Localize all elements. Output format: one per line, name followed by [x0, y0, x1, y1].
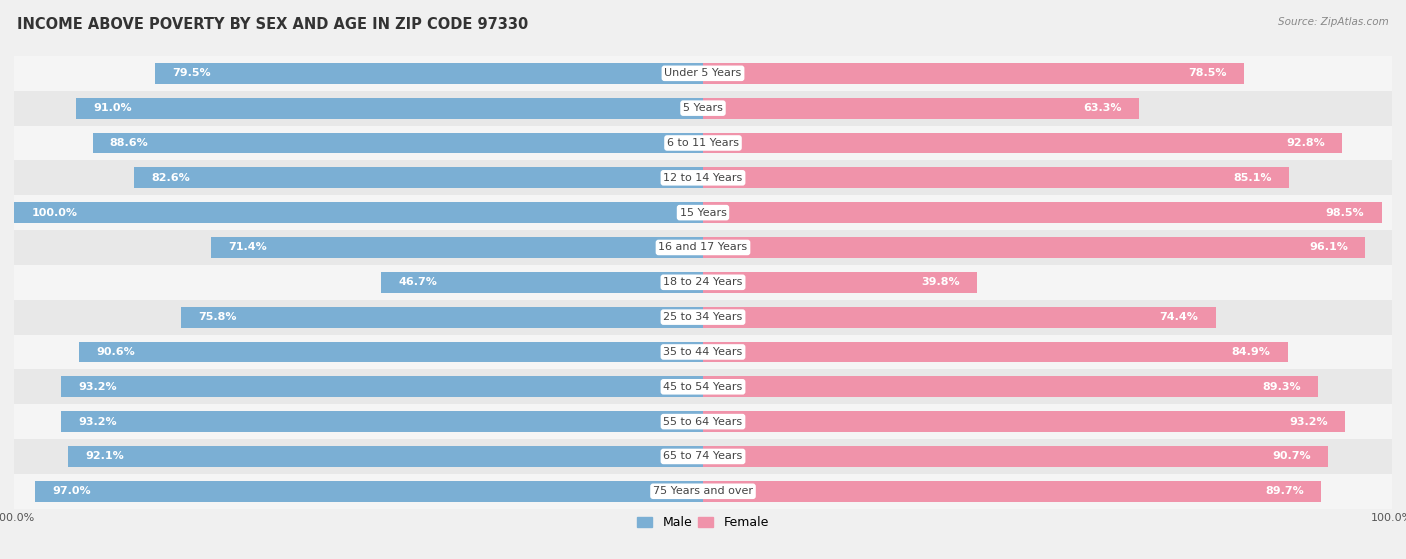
Text: 85.1%: 85.1% [1233, 173, 1272, 183]
Text: 6 to 11 Years: 6 to 11 Years [666, 138, 740, 148]
Bar [703, 376, 1319, 397]
Bar [703, 446, 1327, 467]
Text: 55 to 64 Years: 55 to 64 Years [664, 416, 742, 427]
Text: 45 to 54 Years: 45 to 54 Years [664, 382, 742, 392]
Bar [14, 91, 1392, 126]
Text: 35 to 44 Years: 35 to 44 Years [664, 347, 742, 357]
Text: 71.4%: 71.4% [228, 243, 267, 253]
Text: 90.6%: 90.6% [96, 347, 135, 357]
Text: 89.7%: 89.7% [1265, 486, 1303, 496]
Bar [14, 404, 1392, 439]
Bar [14, 202, 703, 223]
Bar [703, 132, 1343, 153]
Bar [14, 230, 1392, 265]
Bar [703, 307, 1216, 328]
Bar [35, 481, 703, 502]
Text: 65 to 74 Years: 65 to 74 Years [664, 452, 742, 461]
Text: 98.5%: 98.5% [1326, 207, 1364, 217]
Text: 90.7%: 90.7% [1272, 452, 1310, 461]
Text: 5 Years: 5 Years [683, 103, 723, 113]
Text: 75 Years and over: 75 Years and over [652, 486, 754, 496]
Text: 92.1%: 92.1% [86, 452, 125, 461]
Text: 63.3%: 63.3% [1084, 103, 1122, 113]
Bar [181, 307, 703, 328]
Text: 18 to 24 Years: 18 to 24 Years [664, 277, 742, 287]
Text: 93.2%: 93.2% [79, 416, 117, 427]
Bar [14, 126, 1392, 160]
Bar [14, 56, 1392, 91]
Bar [703, 98, 1139, 119]
Bar [14, 439, 1392, 474]
Text: 97.0%: 97.0% [52, 486, 90, 496]
Bar [703, 481, 1322, 502]
Text: 88.6%: 88.6% [110, 138, 149, 148]
Bar [381, 272, 703, 293]
Bar [69, 446, 703, 467]
Bar [703, 63, 1244, 84]
Text: 93.2%: 93.2% [1289, 416, 1327, 427]
Legend: Male, Female: Male, Female [633, 511, 773, 534]
Text: 93.2%: 93.2% [79, 382, 117, 392]
Text: 89.3%: 89.3% [1263, 382, 1301, 392]
Bar [14, 369, 1392, 404]
Text: 16 and 17 Years: 16 and 17 Years [658, 243, 748, 253]
Text: 75.8%: 75.8% [198, 312, 236, 322]
Bar [14, 334, 1392, 369]
Bar [134, 167, 703, 188]
Bar [93, 132, 703, 153]
Text: INCOME ABOVE POVERTY BY SEX AND AGE IN ZIP CODE 97330: INCOME ABOVE POVERTY BY SEX AND AGE IN Z… [17, 17, 529, 32]
Text: 12 to 14 Years: 12 to 14 Years [664, 173, 742, 183]
Bar [14, 195, 1392, 230]
Text: 84.9%: 84.9% [1232, 347, 1271, 357]
Text: Source: ZipAtlas.com: Source: ZipAtlas.com [1278, 17, 1389, 27]
Text: 46.7%: 46.7% [398, 277, 437, 287]
Bar [60, 376, 703, 397]
Text: 92.8%: 92.8% [1286, 138, 1324, 148]
Bar [703, 202, 1382, 223]
Text: 82.6%: 82.6% [152, 173, 190, 183]
Bar [211, 237, 703, 258]
Text: 91.0%: 91.0% [93, 103, 132, 113]
Text: 96.1%: 96.1% [1309, 243, 1348, 253]
Text: 78.5%: 78.5% [1188, 68, 1226, 78]
Text: 74.4%: 74.4% [1160, 312, 1198, 322]
Text: 100.0%: 100.0% [31, 207, 77, 217]
Bar [14, 160, 1392, 195]
Bar [703, 167, 1289, 188]
Text: 79.5%: 79.5% [173, 68, 211, 78]
Text: 39.8%: 39.8% [921, 277, 960, 287]
Bar [703, 237, 1365, 258]
Bar [703, 411, 1346, 432]
Bar [703, 342, 1288, 362]
Text: 25 to 34 Years: 25 to 34 Years [664, 312, 742, 322]
Bar [79, 342, 703, 362]
Bar [14, 474, 1392, 509]
Text: Under 5 Years: Under 5 Years [665, 68, 741, 78]
Bar [60, 411, 703, 432]
Bar [14, 265, 1392, 300]
Bar [76, 98, 703, 119]
Bar [14, 300, 1392, 334]
Text: 15 Years: 15 Years [679, 207, 727, 217]
Bar [155, 63, 703, 84]
Bar [703, 272, 977, 293]
